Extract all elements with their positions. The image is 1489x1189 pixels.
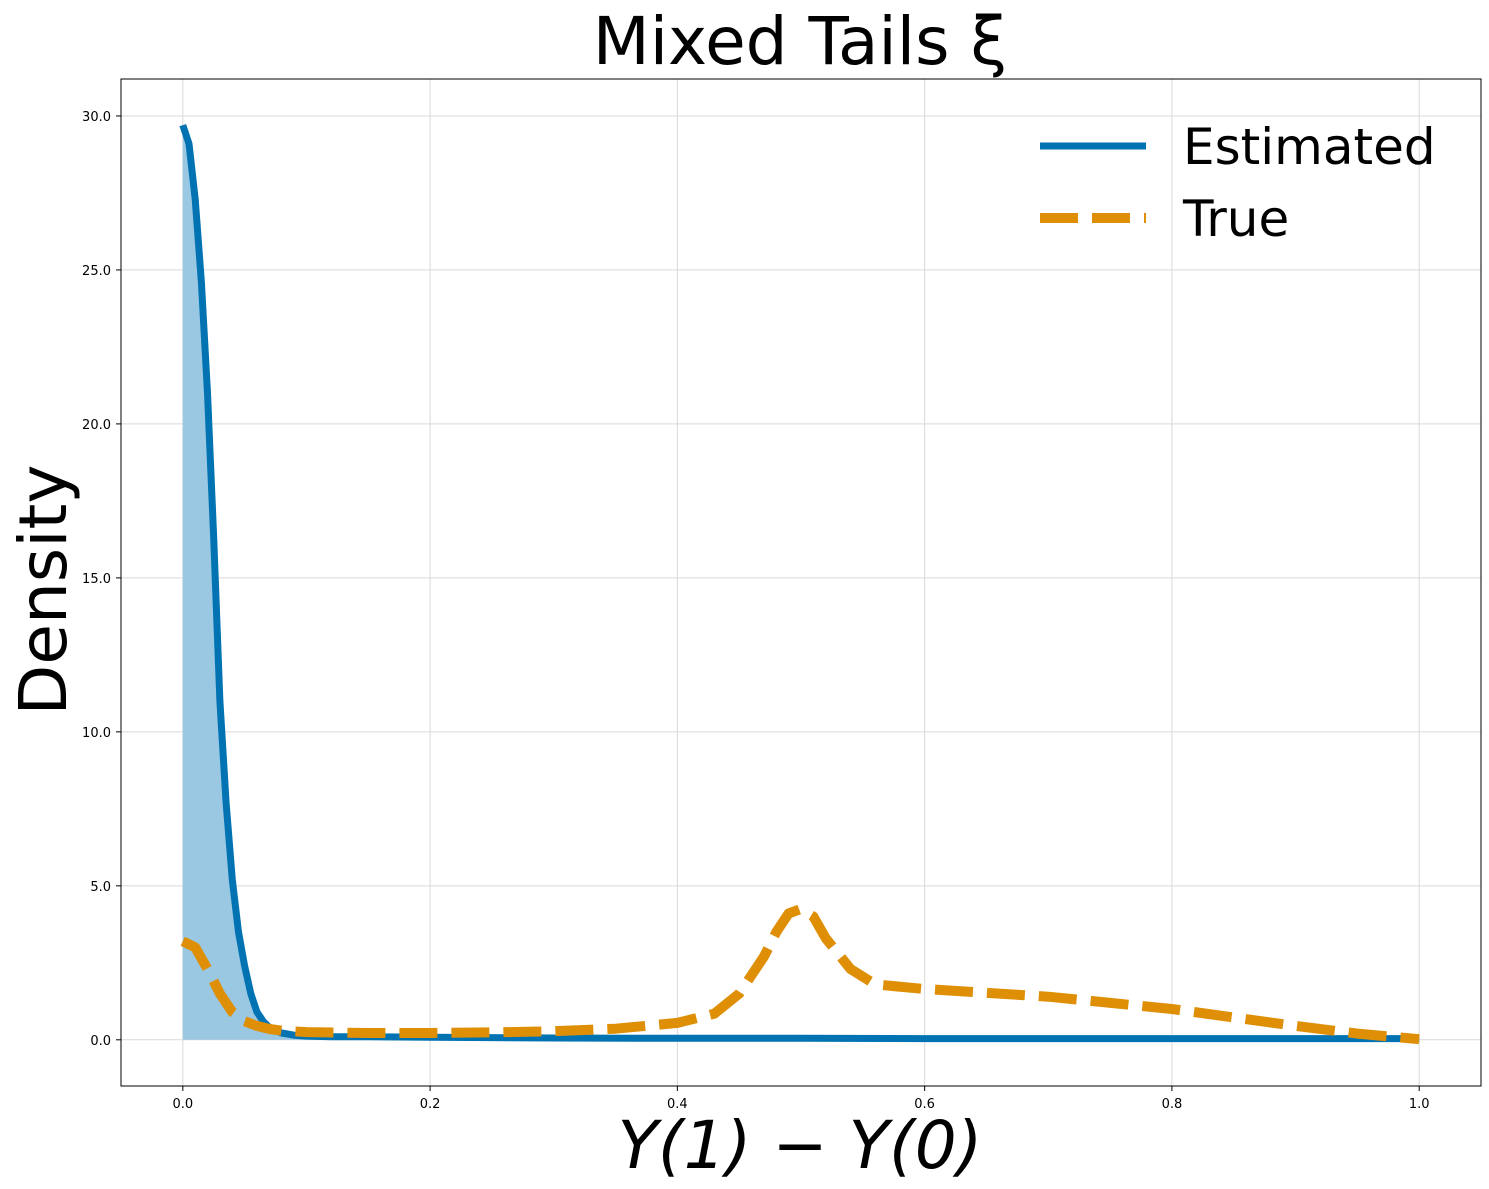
true-series-line — [180, 903, 1420, 1045]
y-tick-label: 25.0 — [82, 264, 111, 279]
chart-title: Mixed Tails ξ — [593, 3, 1007, 80]
legend: Estimated True — [1040, 118, 1436, 248]
y-tick-label: 10.0 — [82, 726, 111, 741]
y-tick-label: 15.0 — [82, 572, 111, 587]
legend-label-true: True — [1182, 190, 1289, 248]
x-tick-label: 0.2 — [420, 1097, 441, 1112]
y-tick-label: 0.0 — [90, 1034, 111, 1049]
plot-frame — [120, 78, 1482, 1087]
x-tick-label: 0.6 — [914, 1097, 935, 1112]
y-tick-label: 30.0 — [82, 110, 111, 125]
x-tick-label: 0.0 — [172, 1097, 193, 1112]
legend-label-estimated: Estimated — [1183, 118, 1436, 176]
y-tick-label: 20.0 — [82, 418, 111, 433]
x-tick-label: 1.0 — [1409, 1097, 1430, 1112]
y-tick-label: 5.0 — [90, 880, 111, 895]
x-tick-label: 0.8 — [1162, 1097, 1183, 1112]
x-tick-label: 0.4 — [667, 1097, 688, 1112]
axis-ticks: 0.0 0.2 0.4 0.6 0.8 1.0 0.0 5.0 10.0 15.0 20.0 25.0… — [82, 110, 1429, 1112]
grid-lines — [121, 79, 1481, 1086]
y-axis-title: Density — [5, 465, 82, 716]
x-axis-title: Y(1) − Y(0) — [618, 1107, 983, 1184]
